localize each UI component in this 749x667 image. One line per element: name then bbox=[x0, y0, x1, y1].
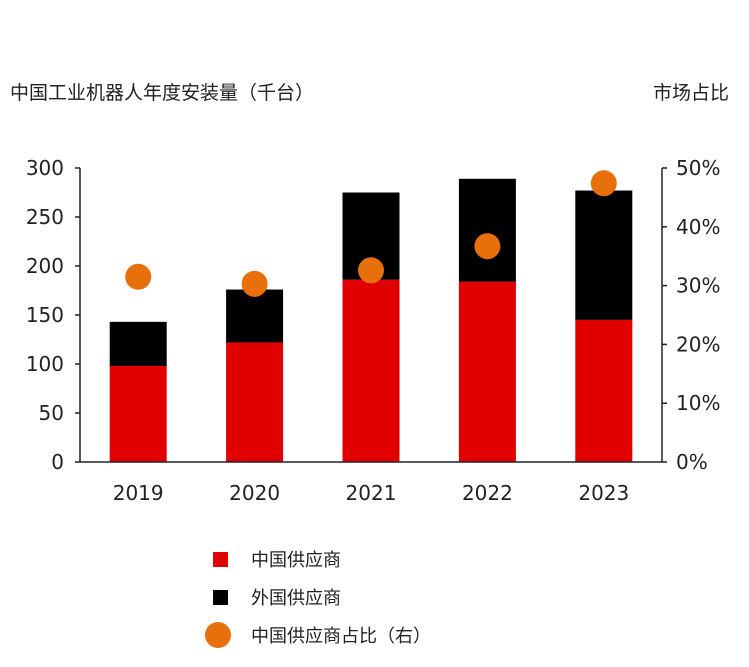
legend-item-share: 中国供应商占比（右） bbox=[205, 616, 431, 654]
x-tick-2022: 2022 bbox=[462, 481, 513, 505]
x-tick-2021: 2021 bbox=[346, 481, 397, 505]
share-dot-2023 bbox=[590, 170, 617, 197]
right-tick-4: 40% bbox=[676, 215, 720, 239]
x-tick-2020: 2020 bbox=[229, 481, 280, 505]
bar-foreign-2019 bbox=[109, 321, 167, 366]
bar-domestic-2023 bbox=[575, 319, 633, 462]
right-tick-0: 0% bbox=[676, 450, 708, 474]
legend-swatch-domestic bbox=[213, 551, 228, 567]
left-tick-50: 50 bbox=[39, 401, 64, 425]
legend-label-share: 中国供应商占比（右） bbox=[251, 626, 431, 647]
left-tick-150: 150 bbox=[26, 303, 64, 327]
left-axis-title: 中国工业机器人年度安装量（千台） bbox=[10, 82, 315, 104]
bar-domestic-2021 bbox=[342, 279, 400, 462]
bar-domestic-2022 bbox=[458, 281, 516, 462]
axes-layer: 2019 2020 2021 2022 2023 0 50 100 150 200 250 300 0%… bbox=[26, 156, 721, 505]
share-dot-2022 bbox=[474, 233, 501, 260]
left-tick-100: 100 bbox=[26, 352, 64, 376]
share-dot-2020 bbox=[241, 270, 268, 297]
bar-domestic-2020 bbox=[226, 342, 284, 462]
legend-swatch-share bbox=[205, 622, 231, 648]
right-axis-title: 市场占比 bbox=[652, 82, 729, 104]
left-tick-0: 0 bbox=[51, 450, 64, 474]
bar-foreign-2020 bbox=[226, 289, 284, 343]
right-tick-5: 50% bbox=[676, 156, 720, 180]
bars-layer bbox=[109, 178, 633, 462]
legend-label-domestic: 中国供应商 bbox=[251, 550, 341, 571]
share-dot-2019 bbox=[125, 263, 152, 290]
chart-plot: 2019 2020 2021 2022 2023 0 50 100 150 200 250 300 0%… bbox=[26, 156, 721, 505]
bar-foreign-2022 bbox=[458, 178, 516, 282]
right-tick-1: 10% bbox=[676, 391, 720, 415]
legend-item-foreign: 外国供应商 bbox=[205, 578, 431, 616]
bar-foreign-2023 bbox=[575, 190, 633, 320]
right-tick-3: 30% bbox=[676, 274, 720, 298]
x-tick-2019: 2019 bbox=[113, 481, 164, 505]
x-tick-2023: 2023 bbox=[578, 481, 629, 505]
legend-swatch-foreign bbox=[213, 589, 228, 605]
legend-label-foreign: 外国供应商 bbox=[251, 588, 341, 609]
left-tick-300: 300 bbox=[26, 156, 64, 180]
left-tick-200: 200 bbox=[26, 254, 64, 278]
share-dot-2021 bbox=[358, 257, 384, 284]
dots-layer bbox=[125, 170, 617, 297]
right-tick-2: 20% bbox=[676, 332, 720, 356]
left-tick-250: 250 bbox=[26, 205, 64, 229]
legend-item-domestic: 中国供应商 bbox=[205, 540, 431, 578]
bar-domestic-2019 bbox=[109, 365, 167, 462]
legend: 中国供应商 外国供应商 中国供应商占比（右） bbox=[205, 540, 431, 654]
